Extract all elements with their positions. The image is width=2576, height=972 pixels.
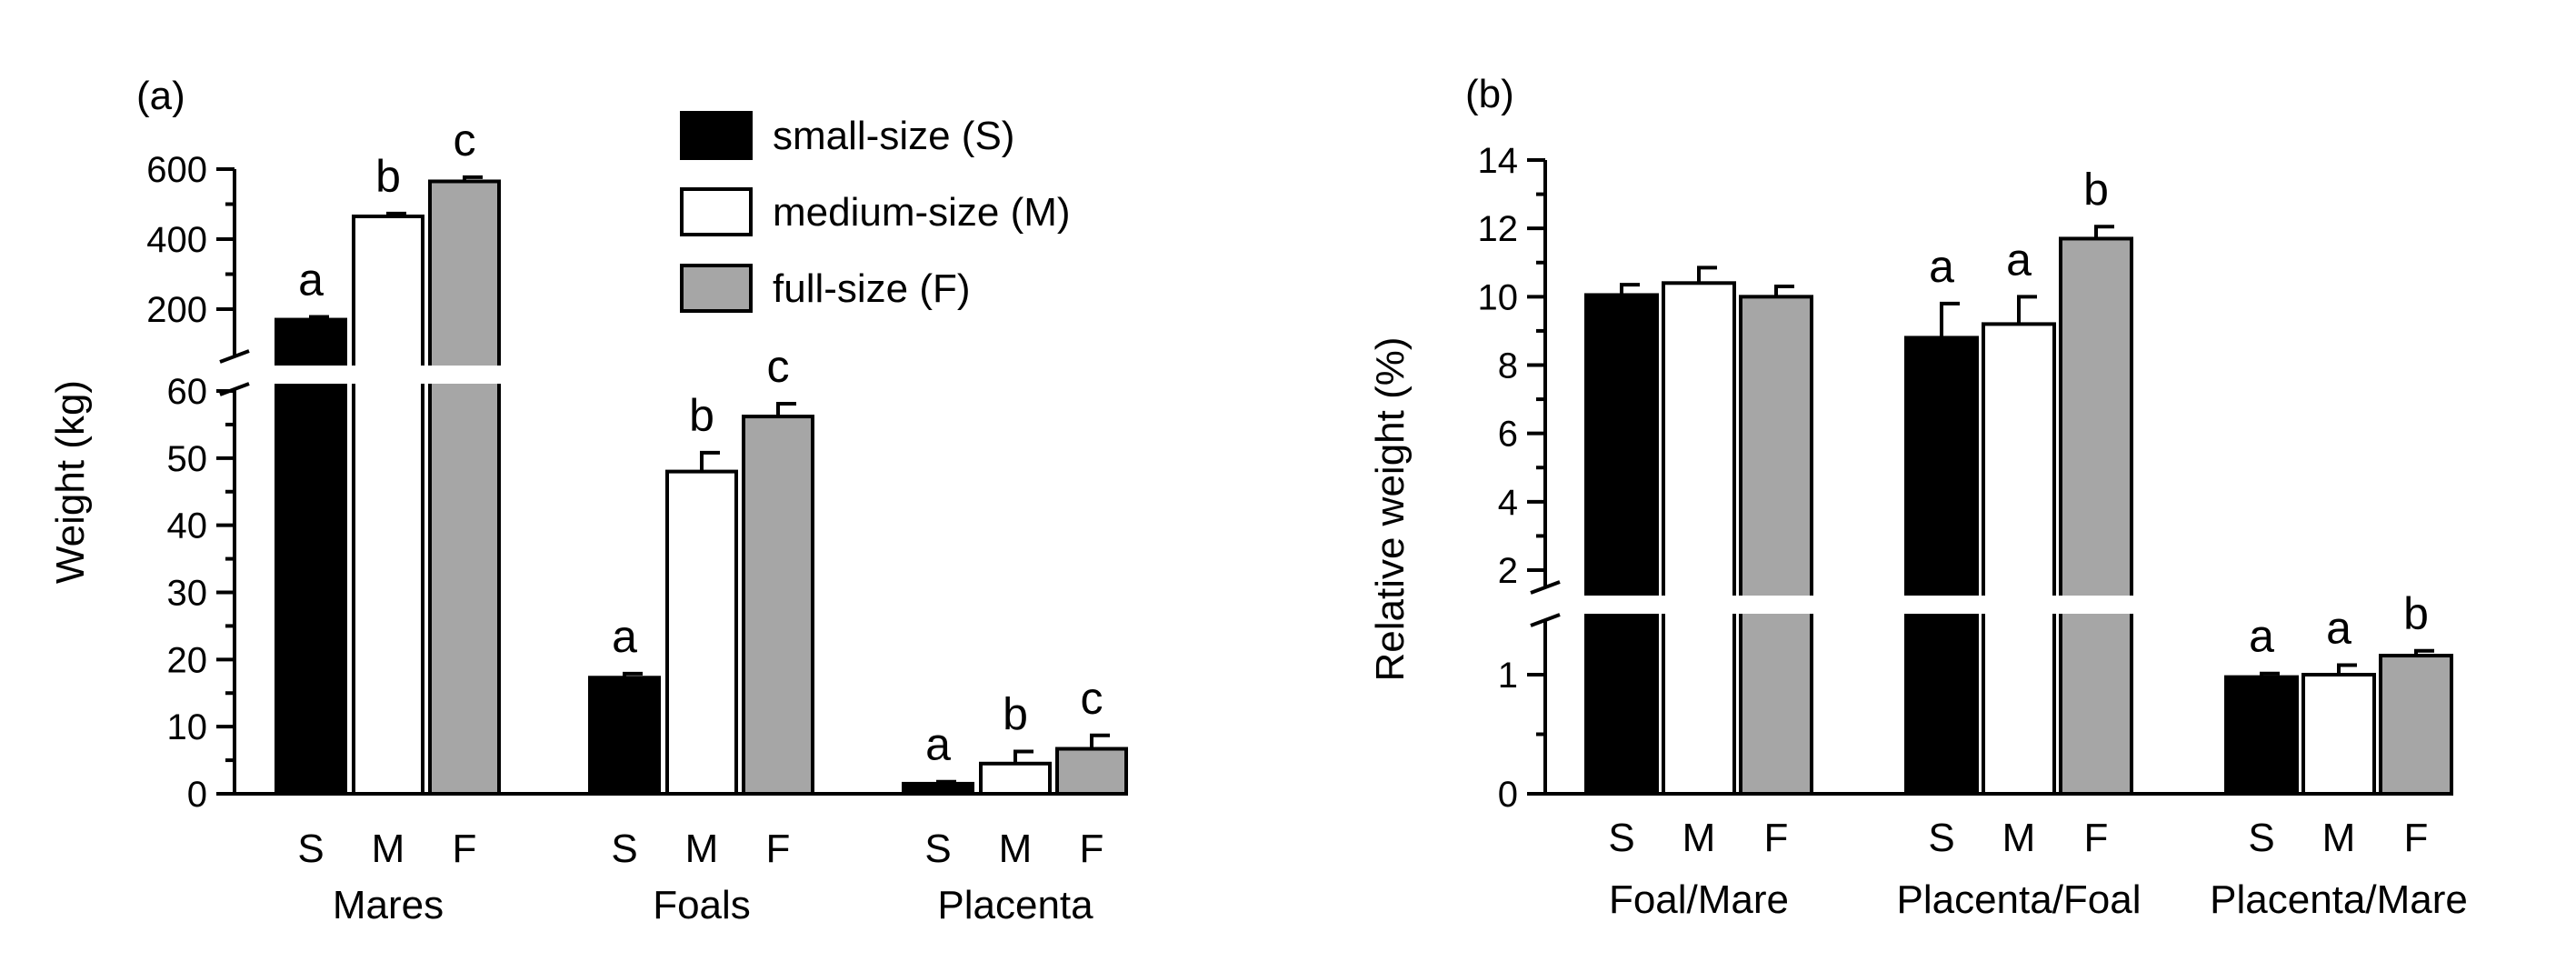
sig-letter: a (612, 611, 637, 662)
bar-1-F (2059, 236, 2133, 797)
sig-letter: b (375, 151, 401, 202)
x-category-label: S (297, 827, 324, 871)
bar-mares-F (428, 179, 501, 797)
legend-label: small-size (S) (773, 114, 1014, 158)
bar-placenta-F (1055, 747, 1128, 797)
axis-break-mark (1530, 613, 1561, 627)
sig-letter: a (298, 254, 324, 305)
x-group-label: Foal/Mare (1609, 877, 1789, 922)
y-tick-label: 40 (167, 506, 208, 546)
y-axis-title-a: Weight (kg) (48, 380, 93, 584)
sig-letter: a (2249, 611, 2274, 662)
bar-placenta-M (979, 761, 1052, 797)
x-category-label: M (999, 827, 1033, 871)
sig-letter: a (2006, 234, 2032, 285)
bar-foals-F (742, 415, 814, 796)
legend-swatch (680, 111, 753, 160)
bar-foals-S (588, 676, 661, 796)
axis-break-mark (1530, 580, 1561, 595)
bar-mares-S (275, 317, 347, 796)
y-tick-label: 600 (146, 150, 207, 190)
sig-letter: c (454, 115, 476, 165)
sig-letter: a (925, 719, 951, 770)
x-category-label: F (766, 827, 791, 871)
bar-1-M (1982, 322, 2056, 796)
sig-letter: b (2083, 164, 2109, 215)
sig-letter: b (689, 390, 714, 441)
y-tick-label: 50 (167, 439, 208, 479)
y-tick-label: 10 (167, 707, 208, 747)
legend-swatch (680, 187, 753, 236)
y-tick-label: 2 (1498, 551, 1518, 591)
bar-2-M (2301, 673, 2376, 796)
y-tick-label: 12 (1478, 209, 1519, 249)
sig-letter: a (1929, 241, 1954, 292)
y-tick-label: 10 (1478, 277, 1519, 317)
x-category-label: S (924, 827, 951, 871)
axis-break-gap (216, 366, 525, 384)
y-tick-label: 400 (146, 220, 207, 260)
x-category-label: F (453, 827, 477, 871)
y-tick-label: 6 (1498, 415, 1518, 455)
sig-letter: b (1003, 688, 1028, 739)
axis-break-gap (1527, 596, 2163, 614)
panel-label-a: (a) (136, 74, 185, 118)
bar-0-M (1662, 281, 1736, 796)
x-category-label: S (2248, 816, 2274, 860)
sig-letter: c (767, 341, 790, 392)
x-category-label: M (372, 827, 405, 871)
x-category-label: M (2322, 816, 2356, 860)
y-tick-label: 14 (1478, 141, 1519, 181)
bar-foals-M (665, 469, 738, 796)
bar-mares-M (352, 214, 424, 797)
y-tick-label: 60 (167, 372, 208, 412)
x-category-label: S (611, 827, 637, 871)
axis-break-mark (219, 349, 250, 364)
x-category-label: F (2084, 816, 2109, 860)
x-category-label: M (685, 827, 719, 871)
x-category-label: M (2002, 816, 2036, 860)
x-category-label: S (1928, 816, 1954, 860)
x-group-label: Placenta (937, 883, 1093, 927)
bar-2-F (2379, 654, 2453, 796)
x-category-label: F (1080, 827, 1104, 871)
x-category-label: F (1764, 816, 1789, 860)
y-tick-label: 4 (1498, 483, 1518, 523)
x-group-label: Foals (653, 883, 751, 927)
panel-label-b: (b) (1465, 72, 1514, 116)
panel-a: (a)Weight (kg)aSbMcFMaresaSbMcFFoalsaSbM… (48, 74, 1128, 927)
x-group-label: Mares (333, 883, 444, 927)
legend-label: medium-size (M) (773, 190, 1071, 235)
panel-b: (b) Relative weight (%) S M F Foal/Mare a Sa Mb F… (1368, 72, 2468, 922)
bar-2-S (2224, 675, 2299, 796)
sig-letter: c (1081, 673, 1103, 724)
sig-letter: b (2403, 588, 2429, 639)
x-group-label: Placenta/Foal (1896, 877, 2141, 922)
bar-0-S (1584, 293, 1659, 796)
y-tick-label: 1 (1498, 656, 1518, 696)
x-category-label: M (1682, 816, 1716, 860)
legend-swatch (680, 264, 753, 313)
x-category-label: F (2404, 816, 2429, 860)
legend-label: full-size (F) (773, 266, 971, 311)
bar-1-S (1904, 336, 1979, 796)
y-tick-label: 0 (1498, 775, 1518, 815)
y-tick-label: 200 (146, 290, 207, 330)
sig-letter: a (2326, 603, 2351, 654)
y-tick-label: 0 (187, 775, 207, 815)
bar-0-F (1739, 295, 1813, 797)
y-axis-title-b: Relative weight (%) (1368, 336, 1413, 681)
y-tick-label: 20 (167, 640, 208, 680)
y-tick-label: 8 (1498, 346, 1518, 386)
x-category-label: S (1608, 816, 1634, 860)
y-tick-label: 30 (167, 574, 208, 614)
x-group-label: Placenta/Mare (2210, 877, 2468, 922)
